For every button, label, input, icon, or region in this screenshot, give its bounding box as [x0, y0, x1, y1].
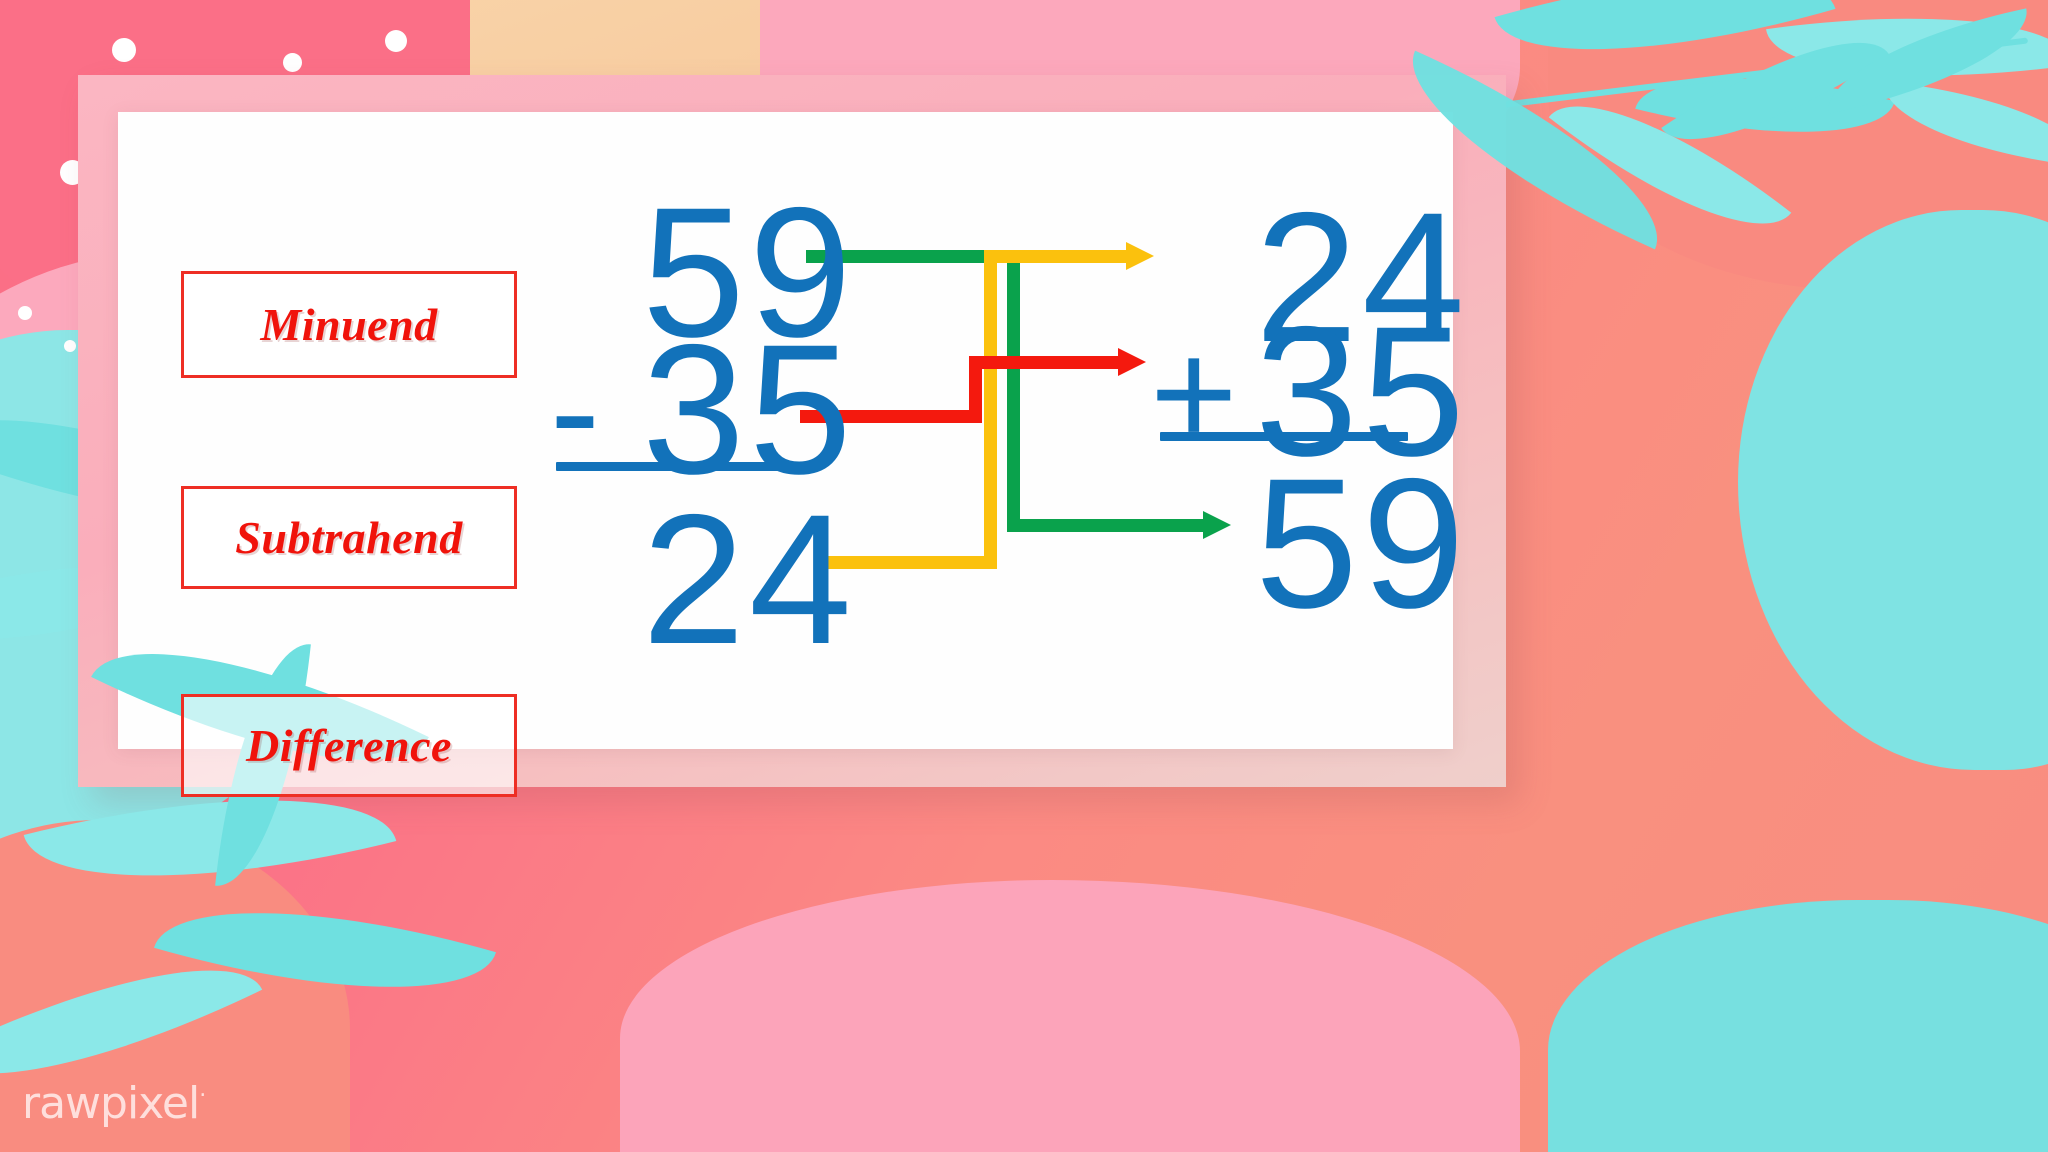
sum-value: 59: [1255, 441, 1469, 647]
label-box-subtrahend: Subtrahend: [181, 486, 517, 589]
background-blob-pink-bottom: [620, 880, 1520, 1152]
watermark-mark: ·: [199, 1083, 206, 1109]
subtrahend-value: 35: [642, 307, 856, 513]
decorative-dot: [385, 30, 407, 52]
decorative-dot: [112, 38, 136, 62]
red-connector-segment-horizontal-upper: [969, 356, 1121, 369]
yellow-arrowhead-icon: [1126, 242, 1154, 270]
poster-card: [118, 112, 1453, 749]
green-connector-segment-vertical: [1007, 250, 1020, 532]
green-arrowhead-icon: [1203, 511, 1231, 539]
watermark-text: rawpixel: [22, 1078, 200, 1129]
green-connector-segment-horizontal-top: [806, 250, 1007, 263]
red-connector-segment-horizontal-lower: [800, 410, 975, 423]
yellow-connector-segment-horizontal-top: [984, 250, 1129, 263]
difference-value: 24: [642, 477, 856, 683]
rawpixel-watermark: rawpixel·: [22, 1078, 206, 1129]
label-box-minuend: Minuend: [181, 271, 517, 378]
addition-rule-line: [1160, 432, 1408, 441]
red-connector-segment-vertical: [969, 356, 982, 423]
minuend-value: 59: [642, 170, 856, 376]
subtraction-rule-line: [556, 462, 792, 471]
addition-operator: +: [1150, 309, 1238, 477]
yellow-connector-segment-vertical: [984, 250, 997, 569]
addend-bottom-value: 35: [1255, 289, 1469, 495]
yellow-connector-segment-horizontal-bottom: [821, 556, 986, 569]
decorative-dot: [18, 306, 32, 320]
decorative-dot: [64, 340, 76, 352]
red-arrowhead-icon: [1118, 348, 1146, 376]
decorative-dot: [283, 53, 302, 72]
addend-top-value: 24: [1255, 175, 1469, 381]
subtraction-operator: -: [550, 326, 600, 494]
label-text-subtrahend: Subtrahend: [235, 512, 463, 563]
green-connector-segment-horizontal-bottom: [1007, 519, 1205, 532]
label-box-difference: Difference: [181, 694, 517, 797]
label-text-difference: Difference: [246, 720, 452, 771]
label-text-minuend: Minuend: [260, 299, 438, 350]
